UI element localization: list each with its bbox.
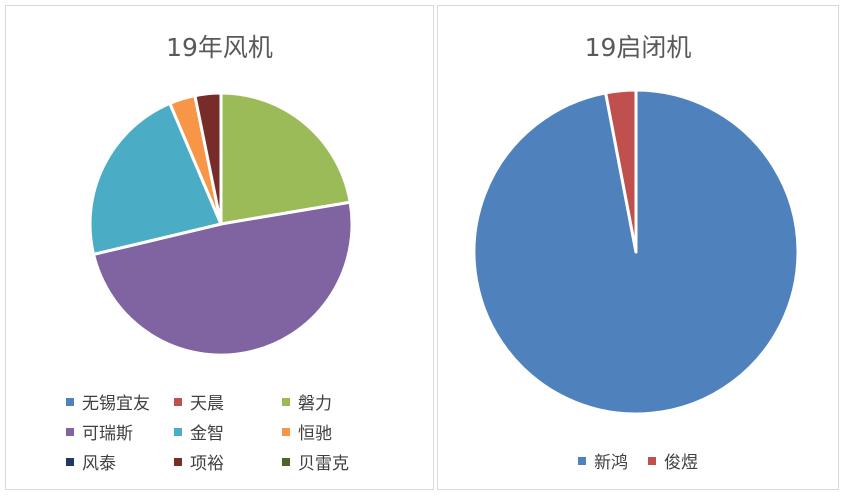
legend-item: 金智 (174, 419, 224, 444)
legend-swatch (174, 427, 182, 436)
pie-chart-hoists (472, 88, 800, 416)
legend-swatch (282, 427, 290, 436)
legend-item: 可瑞斯 (66, 419, 133, 444)
legend-swatch (648, 456, 656, 465)
legend-swatch (174, 397, 182, 406)
legend-label: 可瑞斯 (82, 424, 133, 444)
legend-swatch (66, 427, 74, 436)
legend-label: 贝雷克 (298, 454, 349, 474)
legend-label: 风泰 (82, 454, 116, 474)
legend-label: 无锡宜友 (82, 394, 150, 414)
legend-label: 新鸿 (594, 453, 628, 473)
pie-slice-8 (193, 91, 223, 226)
chart-title: 19年风机 (166, 33, 273, 62)
chart-panel-hoists: 19启闭机 新鸿 俊煜 (437, 5, 839, 490)
legend-label: 磐力 (298, 394, 332, 414)
legend-label: 俊煜 (664, 453, 698, 473)
legend-label: 恒驰 (298, 424, 332, 444)
pie-slice-5 (88, 101, 223, 256)
legend-item: 项裕 (174, 449, 224, 474)
legend-item: 天晨 (174, 389, 224, 414)
legend-item: 新鸿 (578, 448, 628, 473)
legend-swatch (66, 457, 74, 466)
chart-title: 19启闭机 (584, 33, 692, 62)
legend-label: 天晨 (190, 394, 224, 414)
legend-swatch (282, 457, 290, 466)
legend-label: 金智 (190, 424, 224, 444)
chart-panel-fans: 19年风机 无锡宜友 天晨 磐力可瑞斯 金智 恒驰风泰 项裕 贝雷克 (5, 5, 434, 490)
legend-item: 恒驰 (282, 419, 332, 444)
legend-item: 俊煜 (648, 448, 698, 473)
legend-swatch (578, 456, 586, 465)
legend-swatch (282, 397, 290, 406)
legend-item: 无锡宜友 (66, 389, 150, 414)
legend-label: 项裕 (190, 454, 224, 474)
pie-slice-2 (604, 88, 638, 254)
legend-swatch (66, 397, 74, 406)
pie-chart-fans (88, 91, 354, 357)
pie-slice-3 (219, 91, 352, 226)
legend-item: 贝雷克 (282, 449, 349, 474)
legend-item: 风泰 (66, 449, 116, 474)
legend-item: 磐力 (282, 389, 332, 414)
legend-swatch (174, 457, 182, 466)
